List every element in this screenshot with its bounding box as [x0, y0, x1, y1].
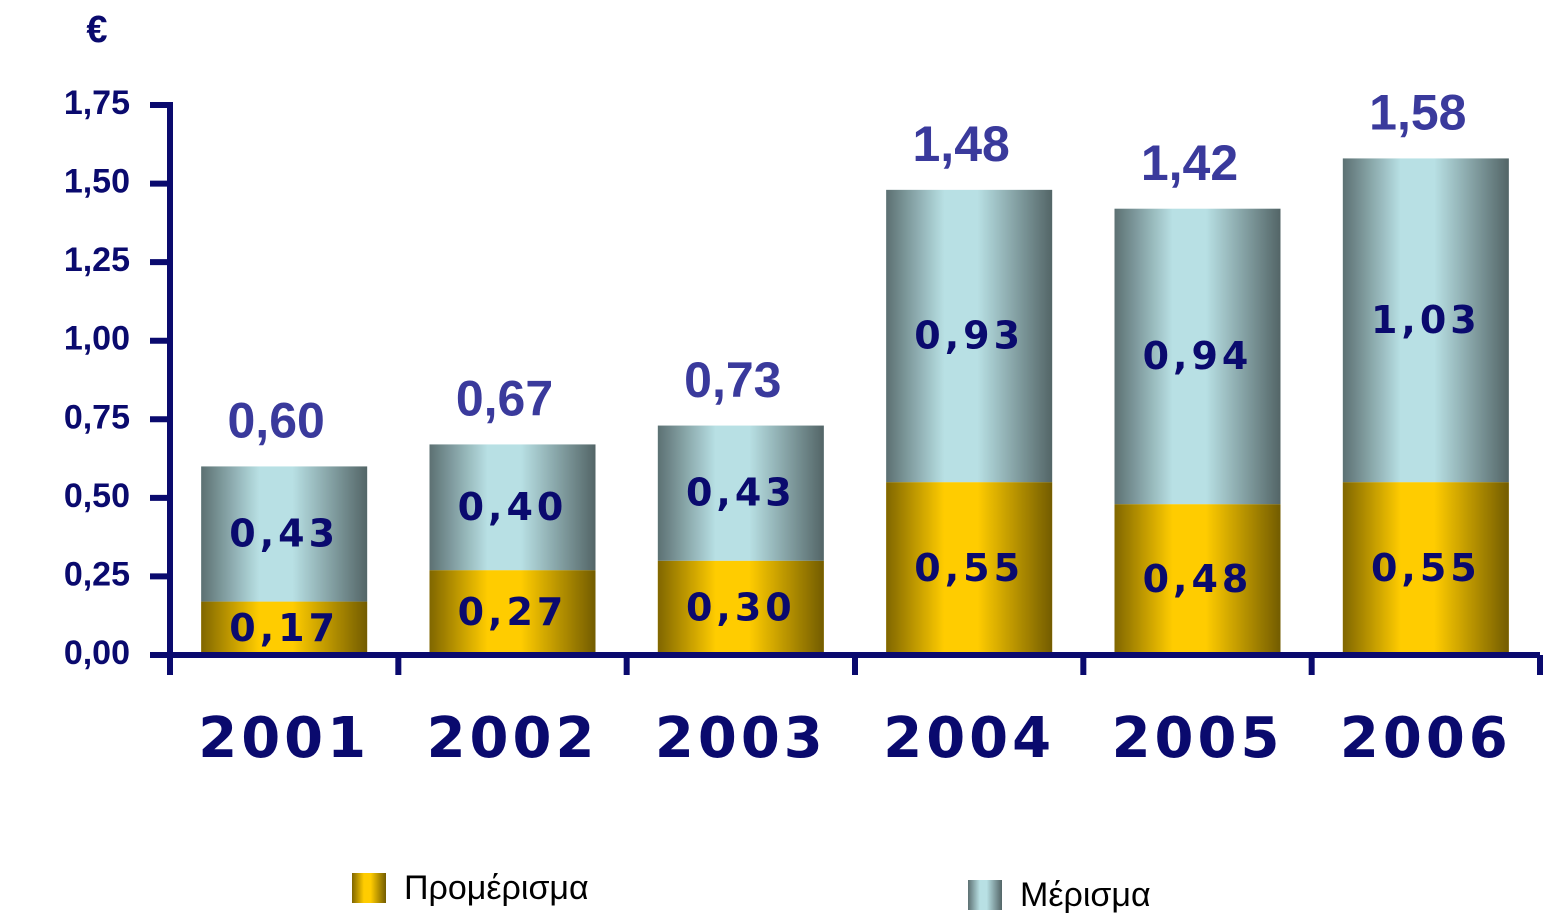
x-tick-label: 2005 — [1112, 706, 1284, 771]
legend-shade — [968, 880, 1002, 910]
segment-label: 0,55 — [1371, 546, 1481, 590]
bar-shade — [1114, 504, 1281, 655]
segment-label: 0,43 — [229, 512, 339, 556]
total-label: 0,60 — [228, 393, 325, 449]
total-label: 1,48 — [913, 116, 1010, 172]
y-tick-label: 1,50 — [64, 163, 130, 201]
bar-shade — [201, 601, 368, 655]
y-tick-label: 1,25 — [64, 241, 130, 279]
x-tick-label: 2004 — [883, 706, 1055, 771]
total-label: 0,67 — [456, 371, 553, 427]
bar-shade — [1342, 482, 1509, 655]
total-label: 0,73 — [684, 352, 781, 408]
x-tick-label: 2001 — [198, 706, 370, 771]
segment-label: 0,27 — [458, 590, 568, 634]
segment-label: 0,30 — [686, 585, 796, 629]
bar-shade — [1342, 158, 1509, 483]
y-tick-label: 1,75 — [64, 84, 130, 122]
total-label: 1,58 — [1369, 85, 1466, 141]
bar-shade — [429, 444, 596, 571]
bar-shade — [657, 560, 824, 655]
bar-shade — [886, 189, 1053, 483]
legend-label: Μέρισμα — [1020, 876, 1151, 914]
y-tick-label: 0,75 — [64, 398, 130, 436]
x-tick-label: 2006 — [1340, 706, 1512, 771]
segment-label: 0,94 — [1143, 334, 1253, 378]
segment-label: 0,17 — [229, 606, 339, 650]
y-tick-label: 0,00 — [64, 634, 130, 672]
y-tick-label: 1,00 — [64, 320, 130, 358]
bar-shade — [429, 570, 596, 655]
legend-label: Προμέρισμα — [404, 869, 589, 907]
bar-shade — [657, 425, 824, 561]
bar-shade — [201, 466, 368, 602]
legend-shade — [352, 873, 386, 903]
y-axis-label: € — [86, 9, 107, 51]
x-tick-label: 2003 — [655, 706, 827, 771]
y-tick-label: 0,25 — [64, 555, 130, 593]
segment-label: 0,93 — [914, 314, 1024, 358]
y-tick-label: 0,50 — [64, 477, 130, 515]
segment-label: 0,55 — [914, 546, 1024, 590]
total-label: 1,42 — [1141, 135, 1238, 191]
segment-label: 0,40 — [458, 485, 568, 529]
bar-shade — [1114, 208, 1281, 505]
segment-label: 0,48 — [1143, 557, 1253, 601]
segment-label: 1,03 — [1371, 298, 1481, 342]
x-tick-label: 2002 — [427, 706, 599, 771]
bar-shade — [886, 482, 1053, 655]
segment-label: 0,43 — [686, 471, 796, 515]
